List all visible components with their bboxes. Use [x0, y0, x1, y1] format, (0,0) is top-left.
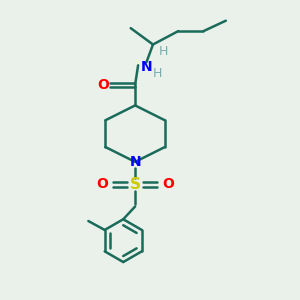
- Text: S: S: [130, 177, 141, 192]
- Text: O: O: [162, 177, 174, 191]
- Text: O: O: [97, 177, 108, 191]
- Text: N: N: [141, 60, 152, 74]
- Text: H: H: [153, 67, 162, 80]
- Text: N: N: [129, 155, 141, 169]
- Text: O: O: [98, 78, 109, 92]
- Text: H: H: [159, 44, 168, 58]
